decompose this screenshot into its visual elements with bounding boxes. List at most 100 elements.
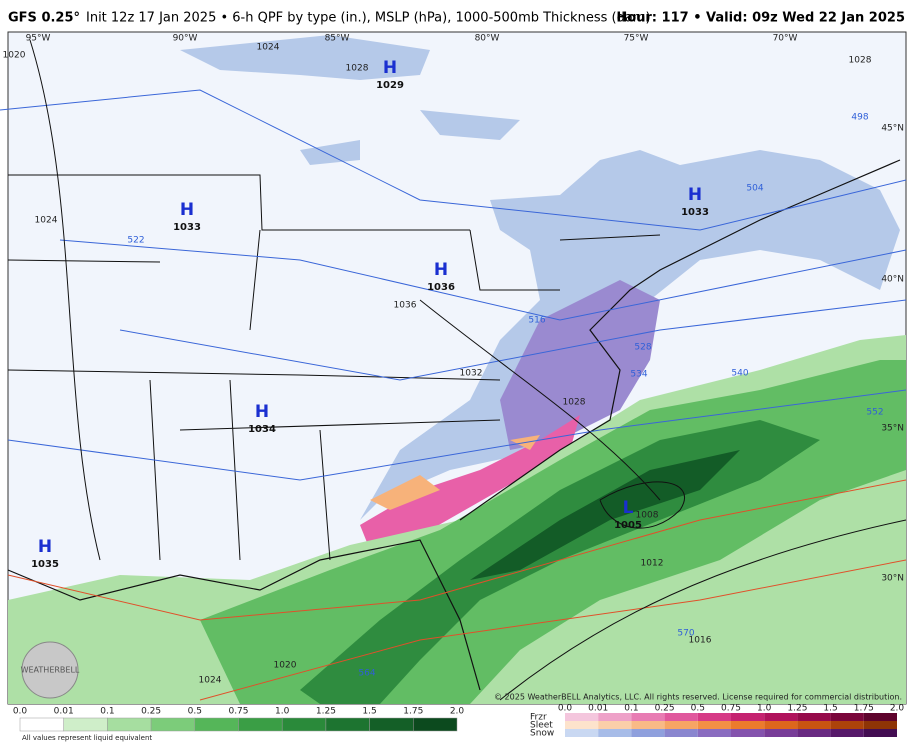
type-tick-label: 1.25 [787,704,807,714]
rain-swatch [325,717,370,732]
rain-swatch [369,717,414,732]
rain-tick-label: 1.75 [403,707,423,717]
type-swatch [697,729,731,737]
type-swatch [697,721,731,729]
type-tick-label: 0.1 [624,704,638,714]
rain-swatch [19,717,64,732]
center-pressure: 1029 [376,80,404,91]
isobars [29,39,907,701]
logo-text: WEATHERBELL [21,666,80,675]
thickness-label: 534 [630,370,647,380]
map-area [0,31,907,705]
type-tick-label: 0.75 [721,704,741,714]
type-swatch [731,721,765,729]
longitude-label: 85°W [325,34,350,44]
isobar-label: 1012 [641,559,664,569]
type-tick-label: 1.75 [854,704,874,714]
type-tick-label: 1.0 [757,704,772,714]
longitude-label: 90°W [173,34,198,44]
type-tick-label: 1.5 [823,704,837,714]
isobar-label: 1024 [257,43,280,53]
type-swatch [731,713,765,721]
geo-labels: 95°W 90°W 85°W 80°W 75°W 70°W 45°N 40°N 35°N 30°N [26,34,904,584]
type-swatch [797,729,831,737]
longitude-label: 95°W [26,34,51,44]
center-symbol: H [180,200,194,220]
isobar-label: 1028 [849,56,872,66]
type-swatch [697,713,731,721]
longitude-label: 75°W [624,34,649,44]
type-swatch [764,721,798,729]
rain-tick-label: 1.25 [316,707,336,717]
rain-swatch [150,717,196,732]
type-tick-label: 0.0 [558,704,573,714]
logo-circle [21,641,79,699]
rain-tick-label: 0.1 [100,707,114,717]
type-swatch [830,713,864,721]
contour-labels: 1020 1024 1028 1024 1036 1032 1028 1008 1012 1016… [3,43,884,686]
rain-tick-label: 2.0 [450,707,465,717]
legend-footnote: All values represent liquid equivalent [22,734,152,742]
rain-swatch [107,717,152,732]
isobar-label: 1028 [346,64,369,74]
center-pressure: 1035 [31,559,59,570]
rain-tick-label: 0.25 [141,707,161,717]
type-swatch [565,729,599,737]
thickness-label: 528 [634,343,651,353]
isobar-label: 1016 [689,636,712,646]
rain-swatch [413,717,458,732]
isobar-label: 1024 [35,216,58,226]
isobar-label: 1028 [563,398,586,408]
center-symbol: H [383,58,397,78]
sleet-area [370,435,540,510]
center-symbol: H [688,185,702,205]
state-borders [7,174,661,561]
rain-tick-label: 0.5 [188,707,202,717]
rain-swatch [194,717,239,732]
type-swatch [631,721,665,729]
precip-type-label: Frzr [530,713,547,723]
isobar-label: 1020 [274,661,297,671]
copyright: © 2025 WeatherBELL Analytics, LLC. All r… [494,693,902,702]
thickness-label: 504 [746,184,763,194]
center-pressure: 1033 [173,222,201,233]
type-swatch [598,713,632,721]
latitude-label: 40°N [881,275,904,285]
type-swatch [764,729,798,737]
precip-type-label: Snow [530,729,554,739]
rain-swatch [281,717,327,732]
type-swatch [863,729,897,737]
type-swatch [664,721,698,729]
type-swatch [764,713,798,721]
center-pressure: 1033 [681,207,709,218]
map-description: Init 12z 17 Jan 2025 • 6-h QPF by type (… [86,11,651,26]
center-symbol: H [38,537,52,557]
rain-tick-label: 0.0 [13,707,28,717]
type-swatch [664,729,698,737]
type-swatch [565,721,599,729]
type-swatch [863,721,897,729]
longitude-label: 70°W [773,34,798,44]
isobar-label: 1032 [460,369,483,379]
rain-swatch [238,717,283,732]
type-swatch [797,713,831,721]
type-swatch [631,713,665,721]
precip-type-label: Sleet [530,721,553,731]
rain-tick-label: 0.01 [54,707,74,717]
isobar-label: 1020 [3,51,26,61]
longitude-label: 80°W [475,34,500,44]
thickness-label: 552 [866,408,883,418]
type-swatch [830,729,864,737]
type-tick-label: 0.25 [655,704,675,714]
thickness-label: 564 [358,669,375,679]
type-swatch [664,713,698,721]
center-pressure: 1034 [248,424,276,435]
rain-swatch [63,717,108,732]
type-swatch [631,729,665,737]
rain-tick-label: 1.0 [275,707,290,717]
legend: 0.0 0.01 0.1 0.25 0.5 0.75 1.0 1.25 1.5 1.75 2.0 Al… [13,704,905,743]
type-tick-label: 0.01 [588,704,608,714]
thickness-label: 498 [851,113,868,123]
center-pressure: 1005 [614,520,642,531]
type-tick-label: 0.5 [691,704,705,714]
